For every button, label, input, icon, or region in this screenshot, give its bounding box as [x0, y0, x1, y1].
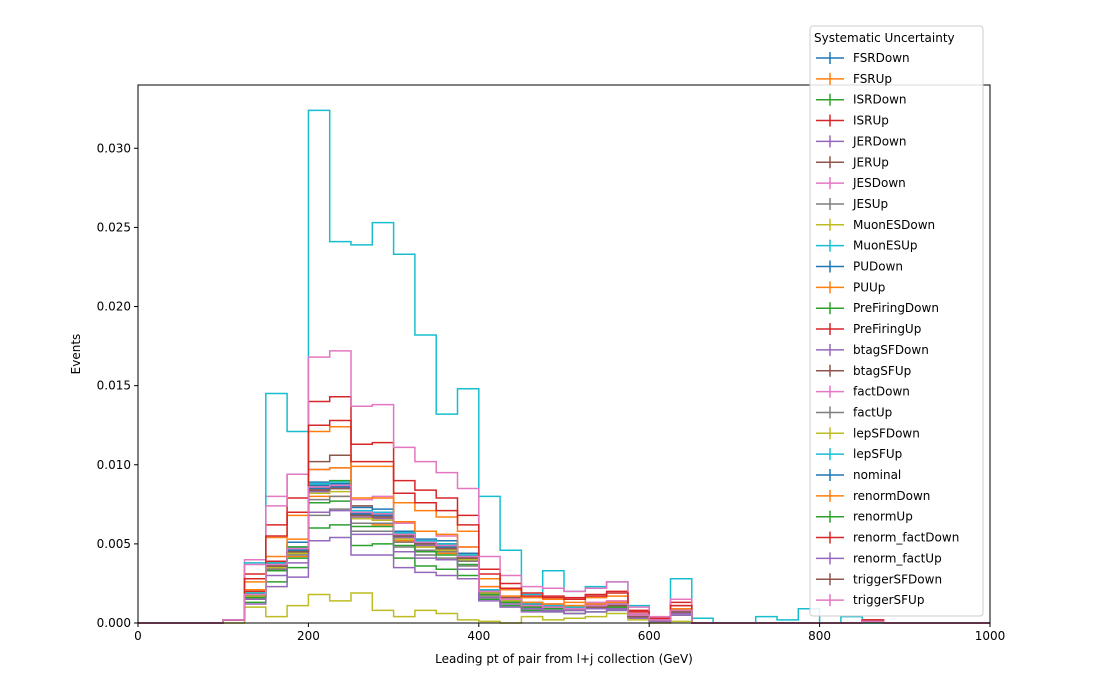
legend-item: factDown — [816, 385, 910, 399]
legend-label: factUp — [853, 405, 892, 419]
legend-item: renorm_factDown — [816, 531, 959, 545]
y-tick-label: 0.005 — [97, 537, 131, 551]
x-tick-label: 0 — [134, 629, 142, 643]
legend-label: renormUp — [853, 510, 913, 524]
legend-label: lepSFDown — [853, 426, 920, 440]
legend-label: triggerSFDown — [853, 572, 942, 586]
x-axis: 0 200 400 600 800 1000 — [134, 623, 1005, 643]
legend-item: FSRDown — [816, 51, 910, 65]
legend-label: renorm_factDown — [853, 531, 959, 545]
y-tick-label: 0.020 — [97, 300, 131, 314]
legend-item: FSRUp — [816, 72, 892, 86]
x-axis-label: Leading pt of pair from l+j collection (… — [435, 652, 693, 666]
legend-label: FSRUp — [853, 72, 892, 86]
legend-label: JERDown — [852, 134, 906, 148]
y-tick-label: 0.010 — [97, 458, 131, 472]
legend-item: PUUp — [816, 280, 885, 294]
y-axis-label: Events — [69, 334, 83, 375]
legend: Systematic Uncertainty FSRDown FSRUp ISRDo… — [809, 25, 984, 617]
plot-frame — [137, 84, 991, 624]
legend-item: btagSFDown — [816, 343, 929, 357]
legend-item: lepSFUp — [816, 447, 902, 461]
legend-box — [809, 25, 984, 617]
legend-item: renormDown — [816, 489, 930, 503]
x-tick-label: 400 — [467, 629, 490, 643]
legend-item: MuonESDown — [816, 218, 935, 232]
legend-label: MuonESDown — [853, 218, 935, 232]
legend-item: JERDown — [816, 134, 906, 148]
legend-label: ISRDown — [853, 93, 907, 107]
legend-item: triggerSFUp — [816, 593, 924, 607]
legend-label: FSRDown — [853, 51, 910, 65]
legend-item: renorm_factUp — [816, 551, 942, 565]
legend-label: PUDown — [853, 260, 903, 274]
legend-item: factUp — [816, 405, 892, 419]
legend-label: nominal — [853, 468, 901, 482]
legend-label: renormDown — [853, 489, 930, 503]
y-tick-label: 0.015 — [97, 379, 131, 393]
legend-label: btagSFDown — [853, 343, 929, 357]
legend-item: JESDown — [816, 176, 906, 190]
y-tick-label: 0.025 — [97, 220, 131, 234]
legend-label: renorm_factUp — [853, 551, 942, 565]
legend-label: JERUp — [852, 155, 889, 169]
y-tick-label: 0.000 — [97, 616, 131, 630]
y-axis: 0.000 0.005 0.010 0.015 0.020 0.025 0.030 — [97, 141, 138, 630]
legend-item: JESUp — [816, 197, 888, 211]
legend-item: ISRDown — [816, 93, 907, 107]
legend-item: nominal — [816, 468, 901, 482]
legend-item: PreFiringUp — [816, 322, 921, 336]
x-tick-label: 800 — [808, 629, 831, 643]
legend-label: factDown — [853, 385, 910, 399]
legend-label: triggerSFUp — [853, 593, 924, 607]
legend-title: Systematic Uncertainty — [814, 31, 955, 45]
legend-label: MuonESUp — [853, 239, 918, 253]
legend-item: PreFiringDown — [816, 301, 939, 315]
legend-label: PreFiringDown — [853, 301, 939, 315]
legend-label: ISRUp — [853, 114, 889, 128]
legend-label: PUUp — [853, 280, 885, 294]
legend-label: JESUp — [852, 197, 888, 211]
legend-item: JERUp — [816, 155, 889, 169]
y-tick-label: 0.030 — [97, 141, 131, 155]
series-line-MuonESUp — [138, 109, 990, 624]
legend-label: btagSFUp — [853, 364, 911, 378]
legend-item: ISRUp — [816, 114, 889, 128]
legend-label: JESDown — [852, 176, 906, 190]
x-tick-label: 1000 — [975, 629, 1006, 643]
legend-label: PreFiringUp — [853, 322, 921, 336]
legend-label: lepSFUp — [853, 447, 902, 461]
x-tick-label: 600 — [638, 629, 661, 643]
legend-item: PUDown — [816, 260, 903, 274]
x-tick-label: 200 — [297, 629, 320, 643]
legend-item: btagSFUp — [816, 364, 911, 378]
legend-item: lepSFDown — [816, 426, 920, 440]
legend-item: MuonESUp — [816, 239, 918, 253]
legend-item: triggerSFDown — [816, 572, 942, 586]
legend-item: renormUp — [816, 510, 913, 524]
